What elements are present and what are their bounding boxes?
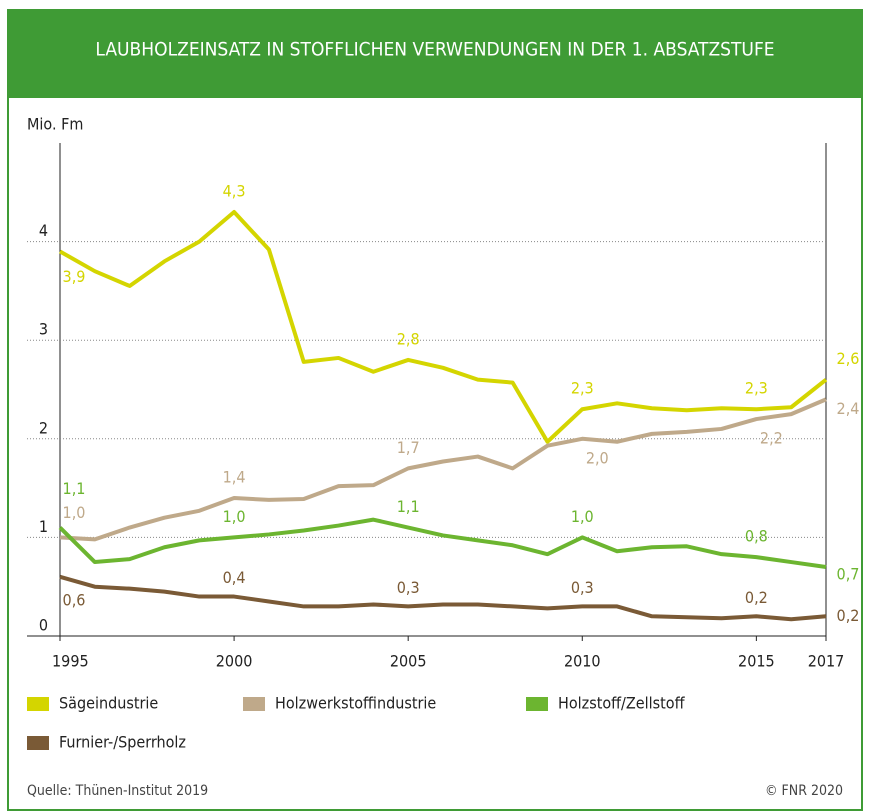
copyright: © FNR 2020 — [765, 783, 843, 799]
y-tick-label: 2 — [39, 418, 48, 437]
value-label: 4,3 — [223, 182, 246, 201]
series-line — [59, 397, 827, 542]
value-label: 2,0 — [586, 448, 609, 467]
chart-title: LAUBHOLZEINSATZ IN STOFFLICHEN VERWENDUN… — [95, 39, 774, 61]
value-label: 0,2 — [745, 588, 768, 607]
x-tick-label: 2015 — [738, 652, 775, 671]
legend-swatch — [526, 697, 548, 711]
value-label: 0,3 — [571, 578, 594, 597]
x-tick-label: 2000 — [216, 652, 253, 671]
legend-label: Sägeindustrie — [59, 694, 158, 713]
x-tick-label: 1995 — [52, 652, 89, 671]
y-tick-label: 1 — [39, 517, 48, 536]
value-label: 2,3 — [571, 379, 594, 398]
y-axis-label: Mio. Fm — [27, 115, 83, 134]
x-tick-label: 2010 — [564, 652, 601, 671]
value-label: 2,6 — [837, 349, 860, 368]
y-tick-label: 0 — [39, 616, 48, 635]
legend-label: Holzstoff/Zellstoff — [558, 694, 686, 713]
value-label: 1,1 — [397, 497, 420, 516]
value-label: 0,4 — [223, 568, 246, 587]
value-label: 3,9 — [63, 267, 86, 286]
series-line — [59, 574, 827, 622]
value-label: 2,3 — [745, 379, 768, 398]
legend-label: Furnier-/Sperrholz — [59, 733, 186, 752]
value-label: 1,7 — [397, 438, 420, 457]
value-label: 0,2 — [837, 606, 860, 625]
legend-swatch — [27, 736, 49, 750]
value-label: 0,6 — [63, 590, 86, 609]
value-label: 1,0 — [63, 503, 86, 522]
source: Quelle: Thünen-Institut 2019 — [27, 783, 208, 799]
value-label: 0,3 — [397, 578, 420, 597]
legend-swatch — [27, 697, 49, 711]
legend-swatch — [243, 697, 265, 711]
value-label: 1,1 — [63, 479, 86, 498]
value-label: 1,4 — [223, 467, 246, 486]
value-label: 0,7 — [837, 564, 860, 583]
value-label: 1,0 — [571, 507, 594, 526]
header — [8, 10, 862, 98]
value-label: 1,0 — [223, 507, 246, 526]
value-label: 2,2 — [760, 429, 783, 448]
value-label: 0,8 — [745, 527, 768, 546]
series-line — [59, 210, 828, 444]
x-tick-label: 2017 — [808, 652, 845, 671]
series-line — [58, 517, 827, 569]
y-tick-label: 3 — [39, 320, 48, 339]
y-tick-label: 4 — [39, 221, 48, 240]
legend-label: Holzwerkstoffindustrie — [275, 694, 436, 713]
value-label: 2,8 — [397, 329, 420, 348]
x-tick-label: 2005 — [390, 652, 427, 671]
value-label: 2,4 — [837, 399, 860, 418]
